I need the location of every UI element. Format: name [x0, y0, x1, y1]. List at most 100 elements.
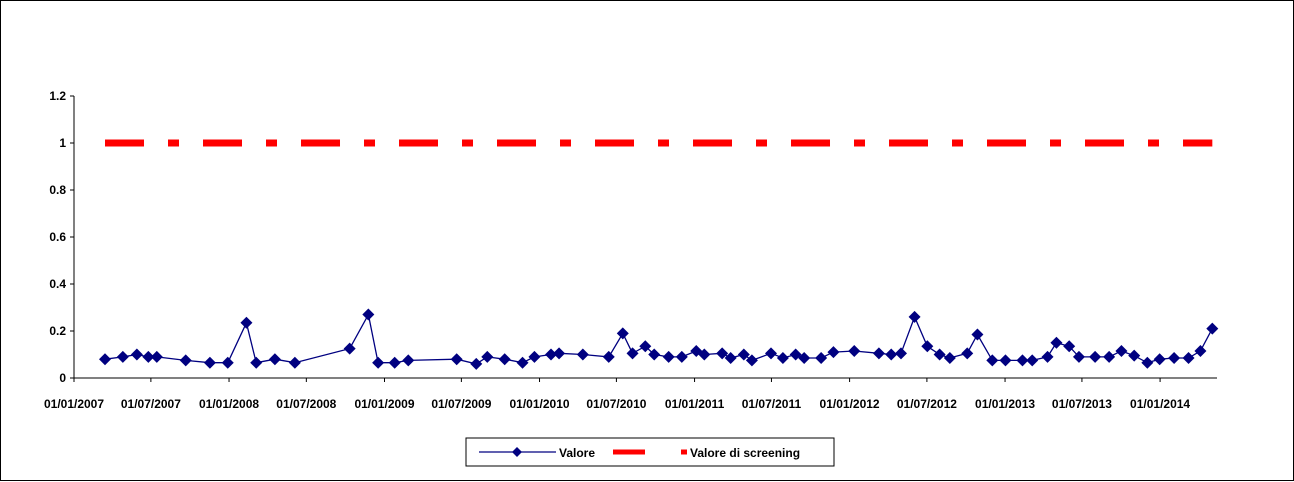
plot-area [99, 139, 1219, 370]
series-valore-point [1182, 352, 1195, 365]
x-tick-label: 01/07/2009 [431, 397, 491, 411]
series-valore-point [885, 348, 898, 361]
series-valore-point [961, 347, 974, 360]
series-valore-point [986, 354, 999, 367]
x-tick-label: 01/01/2010 [509, 397, 569, 411]
legend-label-screening: Valore di screening [690, 446, 800, 460]
x-tick-label: 01/07/2008 [276, 397, 336, 411]
series-valore-point [362, 308, 375, 321]
series-valore-point [1141, 356, 1154, 369]
series-valore-point [130, 348, 143, 361]
series-valore-point [528, 350, 541, 363]
series-valore-point [203, 356, 216, 369]
series-valore-point [498, 353, 511, 366]
series-valore-point [737, 348, 750, 361]
series-valore-point [815, 352, 828, 365]
series-valore-point [576, 348, 589, 361]
series-valore-point [544, 348, 557, 361]
series-valore-point [789, 348, 802, 361]
series-valore-point [450, 353, 463, 366]
x-tick-label: 01/07/2013 [1052, 397, 1112, 411]
series-valore-point [971, 328, 984, 341]
series-valore-point [372, 356, 385, 369]
series-valore-point [179, 354, 192, 367]
series-valore-point [943, 352, 956, 365]
x-tick-label: 01/01/2009 [354, 397, 414, 411]
series-valore-point [921, 340, 934, 353]
series-valore-point [1041, 350, 1054, 363]
series-valore-point [765, 347, 778, 360]
series-valore-point [116, 350, 129, 363]
series-valore-point [516, 356, 529, 369]
series-valore-point [1089, 350, 1102, 363]
series-valore-point [553, 347, 566, 360]
legend: Valore Valore di screening [465, 437, 835, 467]
series-valore-point [1194, 344, 1207, 357]
series-valore-point [894, 347, 907, 360]
series-valore-point [675, 350, 688, 363]
series-valore-point [288, 356, 301, 369]
x-tick-label: 01/01/2013 [975, 397, 1035, 411]
y-tick-label: 0.8 [49, 183, 66, 197]
legend-swatch-valore-marker [512, 447, 522, 457]
series-valore-point [724, 352, 737, 365]
y-tick-label: 0 [59, 371, 66, 385]
series-valore-point [848, 344, 861, 357]
series-valore-point [99, 353, 112, 366]
series-valore-point [626, 347, 639, 360]
x-tick-label: 01/01/2007 [44, 397, 104, 411]
y-tick-label: 1 [59, 136, 66, 150]
series-valore-point [827, 346, 840, 359]
y-axis: 0 0.2 0.4 0.6 0.8 1 1.2 [49, 89, 75, 385]
x-tick-label: 01/01/2008 [199, 397, 259, 411]
series-valore-point [1115, 344, 1128, 357]
series-valore-point [1063, 340, 1076, 353]
legend-label-valore: Valore [559, 446, 595, 460]
series-valore-point [1072, 350, 1085, 363]
series-valore-point [662, 350, 675, 363]
series-valore-point [402, 354, 415, 367]
x-tick-label: 01/07/2012 [897, 397, 957, 411]
series-valore-point [776, 352, 789, 365]
x-tick-label: 01/01/2014 [1130, 397, 1190, 411]
series-valore-point [1016, 354, 1029, 367]
series-valore-point [470, 357, 483, 370]
series-valore-point [745, 354, 758, 367]
series-valore-point [716, 347, 729, 360]
series-valore-point [221, 356, 234, 369]
series-valore-point [268, 353, 281, 366]
series-valore-point [1026, 354, 1039, 367]
series-valore-point [142, 350, 155, 363]
series-valore-point [602, 350, 615, 363]
series-valore-point [343, 342, 356, 355]
y-tick-label: 1.2 [49, 89, 66, 103]
y-tick-label: 0.4 [49, 277, 66, 291]
series-valore-point [639, 340, 652, 353]
series-valore-point [698, 348, 711, 361]
series-valore-point [1103, 350, 1116, 363]
series-valore-point [616, 327, 629, 340]
series-valore-point [798, 352, 811, 365]
x-tick-label: 01/07/2011 [742, 397, 802, 411]
series-valore-point [1206, 322, 1219, 335]
series-valore-point [872, 347, 885, 360]
x-axis: 01/01/2007 01/07/2007 01/01/2008 01/07/2008… [44, 377, 1217, 411]
series-valore-point [1153, 353, 1166, 366]
x-tick-label: 01/01/2012 [820, 397, 880, 411]
series-valore-point [388, 356, 401, 369]
series-valore-point [1050, 336, 1063, 349]
x-tick-label: 01/01/2011 [665, 397, 725, 411]
series-valore-point [999, 354, 1012, 367]
series-valore-point [150, 350, 163, 363]
series-valore-point [1168, 352, 1181, 365]
series-valore-point [240, 316, 253, 329]
series-valore-point [908, 310, 921, 323]
x-tick-label: 01/07/2010 [586, 397, 646, 411]
series-valore-point [648, 348, 661, 361]
series-valore-point [1128, 349, 1141, 362]
x-tick-label: 01/07/2007 [121, 397, 181, 411]
series-valore-point [481, 350, 494, 363]
y-tick-label: 0.6 [49, 230, 66, 244]
